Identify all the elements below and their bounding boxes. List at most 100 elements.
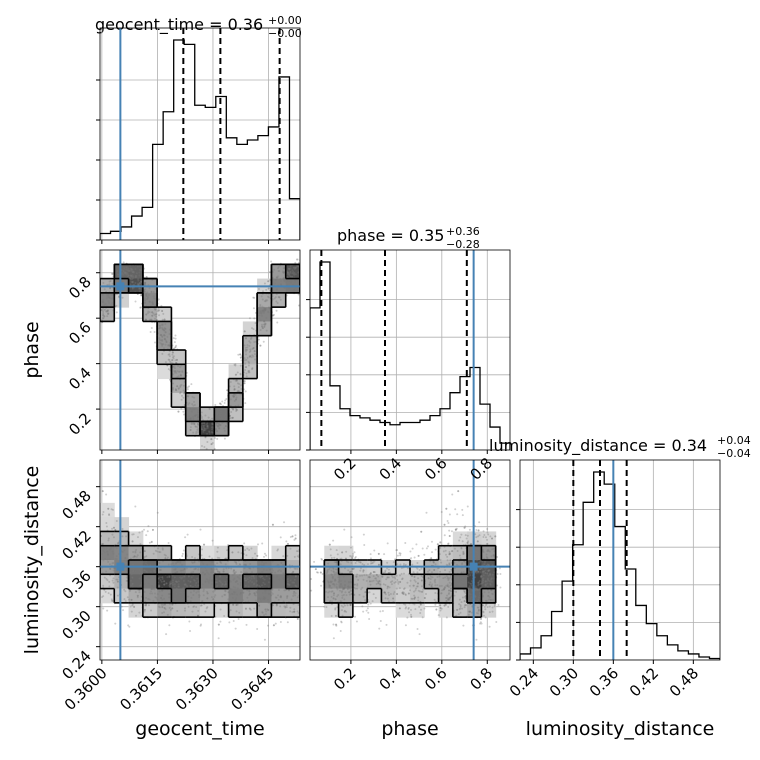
axes-frame [99,249,301,451]
sample-point [294,266,297,269]
hist-bar [340,409,350,450]
sample-point [281,270,284,273]
sample-point [402,592,405,595]
sample-point [147,582,150,585]
sample-point [147,582,150,585]
sample-point [158,341,161,344]
sample-point [330,573,333,576]
sample-point [417,582,420,585]
sample-point [275,300,278,303]
sample-point [486,582,489,585]
sample-point [187,395,190,398]
sample-point [470,580,473,583]
sample-point [190,383,193,386]
sample-point [220,585,223,588]
sample-point [353,583,356,586]
sample-point [232,570,235,573]
sample-point [168,624,171,627]
sample-point [407,592,410,595]
sample-point [402,591,405,594]
sample-point [264,308,267,311]
sample-point [277,594,280,597]
hist-bar [430,416,440,450]
sample-point [160,304,163,307]
sample-point [222,407,225,410]
sample-point [469,543,472,546]
sample-point [161,324,164,327]
title-phase: phase = 0.35 [337,226,444,245]
sample-point [233,388,236,391]
sample-point [125,569,128,572]
sample-point [478,596,481,599]
sample-point [373,549,376,552]
sample-point [114,529,117,532]
sample-point [301,599,303,601]
sample-point [143,569,146,572]
sample-point [275,604,278,607]
sample-point [455,585,458,588]
sample-point [401,591,404,594]
sample-point [160,323,163,326]
sample-point [218,556,221,559]
sample-point [487,591,490,594]
sample-point [476,540,479,543]
sample-point [154,571,157,574]
sample-point [337,580,340,583]
sample-point [447,576,450,579]
sample-point [177,370,180,373]
sample-point [256,554,259,557]
sample-point [449,589,452,592]
sample-point [154,308,157,311]
title-luminosity-distance-minus: −0.04 [717,447,751,460]
sample-point [482,577,485,580]
sample-point [199,624,202,627]
sample-point [234,627,237,630]
sample-point [143,282,146,285]
sample-point [206,563,209,566]
sample-point [177,387,180,390]
sample-point [486,550,489,553]
sample-point [495,620,498,623]
sample-point [206,425,209,428]
sample-point [445,507,448,510]
sample-point [116,594,119,597]
sample-point [474,596,477,599]
sample-point [364,591,367,594]
sample-point [104,302,107,305]
sample-point [439,547,442,550]
sample-point [96,338,98,340]
sample-point [151,587,154,590]
sample-point [450,568,453,571]
sample-point [287,589,290,592]
sample-point [291,272,294,275]
sample-point [486,549,489,552]
sample-point [203,424,206,427]
sample-point [459,557,462,560]
sample-point [179,591,182,594]
sample-point [312,591,314,593]
title-phase-plus: +0.36 [446,225,480,238]
sample-point [177,585,180,588]
sample-point [420,608,423,611]
sample-point [434,563,437,566]
sample-point [121,528,124,531]
sample-point [134,276,137,279]
hist-bar [237,144,248,240]
sample-point [215,567,218,570]
sample-point [131,287,134,290]
sample-point [148,300,151,303]
sample-point [230,411,233,414]
sample-point [106,609,109,612]
sample-point [278,578,281,581]
sample-point [481,577,484,580]
sample-point [335,560,338,563]
sample-point [490,548,493,551]
sample-point [369,573,372,576]
sample-point [108,514,111,517]
hist-panel-luminosity_distance [520,460,720,660]
sample-point [301,612,303,614]
sample-point [302,583,304,585]
sample-point [286,597,289,600]
sample-point [208,581,211,584]
sample-point [234,580,237,583]
